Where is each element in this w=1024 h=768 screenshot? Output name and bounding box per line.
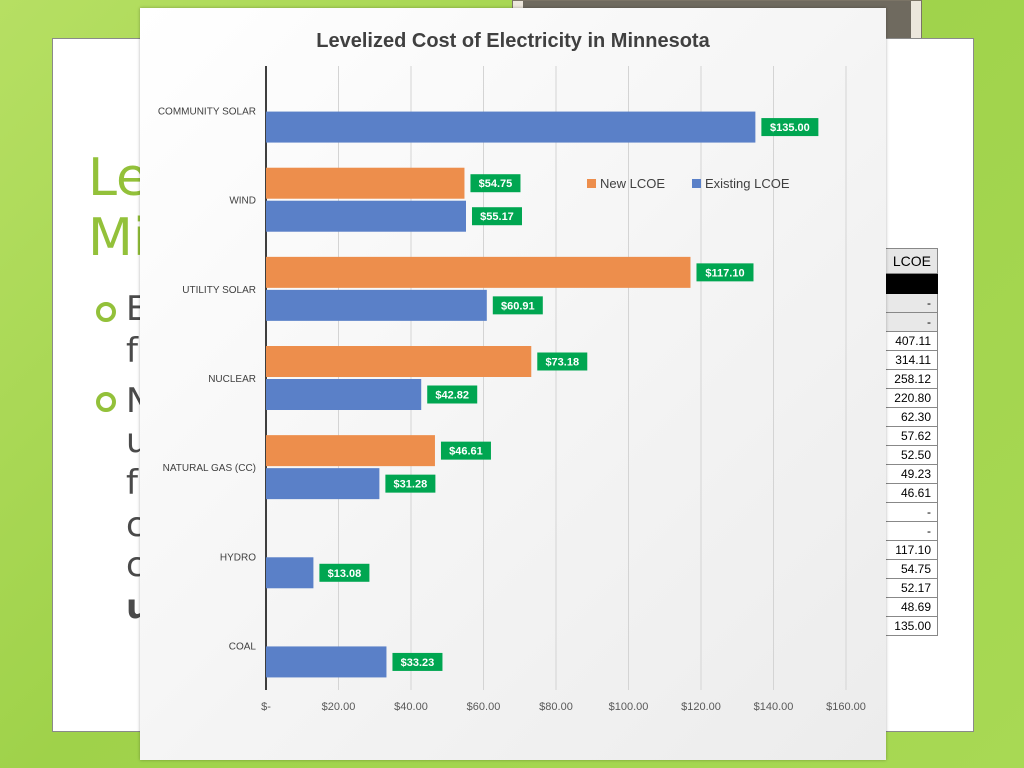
data-label-box <box>319 563 370 582</box>
legend-swatch-existing <box>692 179 701 188</box>
table-cell: 135.00 <box>884 617 938 636</box>
data-label-box <box>392 652 443 671</box>
bullet-1-icon <box>96 302 116 322</box>
table-cell: 48.69 <box>884 598 938 617</box>
table-cell: - <box>884 294 938 313</box>
bar-existing-lcoe <box>266 379 422 410</box>
data-label-box <box>440 441 491 460</box>
data-label: $46.61 <box>449 446 483 458</box>
table-cell: 62.30 <box>884 408 938 427</box>
table-header: LCOE <box>884 248 938 274</box>
legend-swatch-new <box>587 179 596 188</box>
category-label: WIND <box>229 196 256 207</box>
bar-new-lcoe <box>266 346 532 377</box>
data-label-box <box>492 296 543 315</box>
table-cell: 57.62 <box>884 427 938 446</box>
bar-new-lcoe <box>266 256 691 288</box>
bar-existing-lcoe <box>266 468 380 500</box>
bullet-2-icon <box>96 392 116 412</box>
lcoe-bar-chart: $- $20.00 $40.00 $60.00 $80.00 $100.00 $120.00… <box>158 66 866 713</box>
x-tick-label: $40.00 <box>394 701 428 713</box>
data-label: $117.10 <box>705 267 744 279</box>
bar-existing-lcoe <box>266 289 487 321</box>
data-label: $54.75 <box>479 178 513 190</box>
table-cell: 117.10 <box>884 541 938 560</box>
x-tick-label: $60.00 <box>467 701 501 713</box>
table-cell: 407.11 <box>884 332 938 351</box>
data-label: $42.82 <box>435 390 469 402</box>
data-label-box <box>471 207 522 226</box>
table-header-bar <box>884 274 938 294</box>
data-label-box <box>696 263 754 282</box>
table-cell: 258.12 <box>884 370 938 389</box>
x-tick-label: $160.00 <box>826 701 866 713</box>
category-label: COMMUNITY SOLAR <box>158 107 256 118</box>
table-cell: - <box>884 503 938 522</box>
category-label: HYDRO <box>220 552 256 563</box>
table-cell: 52.17 <box>884 579 938 598</box>
bar-existing-lcoe <box>266 646 387 678</box>
legend-label: Existing LCOE <box>705 176 790 191</box>
x-tick-label: $120.00 <box>681 701 721 713</box>
chart-panel: Levelized Cost of Electricity in Minneso… <box>140 8 886 760</box>
bar-new-lcoe <box>266 167 465 199</box>
table-cell: 314.11 <box>884 351 938 370</box>
data-label: $135.00 <box>770 122 810 134</box>
category-label: NUCLEAR <box>208 374 256 385</box>
bar-existing-lcoe <box>266 111 756 143</box>
category-label: UTILITY SOLAR <box>182 285 256 296</box>
data-label: $55.17 <box>480 211 514 223</box>
table-cell: 52.50 <box>884 446 938 465</box>
lcoe-table-fragment: LCOE - -407.11 314.11 258.12 220.80 62.30 57.6… <box>884 248 938 636</box>
bar-existing-lcoe <box>266 200 466 232</box>
data-label: $33.23 <box>401 657 435 669</box>
slide-title-line-1: Le <box>88 148 149 208</box>
data-label-box <box>761 118 819 137</box>
table-cell: - <box>884 522 938 541</box>
x-tick-label: $- <box>261 701 271 713</box>
x-tick-label: $140.00 <box>754 701 794 713</box>
table-cell: - <box>884 313 938 332</box>
data-label: $73.18 <box>545 357 579 369</box>
data-label-box <box>537 352 588 371</box>
data-label-box <box>427 385 478 404</box>
bar-new-lcoe <box>266 435 435 467</box>
bar-existing-lcoe <box>266 557 314 589</box>
table-cell: 54.75 <box>884 560 938 579</box>
data-label: $31.28 <box>394 479 428 491</box>
x-tick-label: $80.00 <box>539 701 573 713</box>
x-tick-label: $100.00 <box>609 701 649 713</box>
data-label-box <box>470 174 521 193</box>
x-tick-label: $20.00 <box>322 701 356 713</box>
category-label: COAL <box>229 641 257 652</box>
table-cell: 46.61 <box>884 484 938 503</box>
table-cell: 220.80 <box>884 389 938 408</box>
chart-title: Levelized Cost of Electricity in Minneso… <box>316 30 710 52</box>
data-label: $13.08 <box>328 568 362 580</box>
data-label: $60.91 <box>501 300 535 312</box>
category-label: NATURAL GAS (CC) <box>163 463 256 474</box>
legend-label: New LCOE <box>600 176 665 191</box>
slide-title-line-2: Mi <box>88 208 148 268</box>
data-label-box <box>385 474 436 493</box>
table-cell: 49.23 <box>884 465 938 484</box>
